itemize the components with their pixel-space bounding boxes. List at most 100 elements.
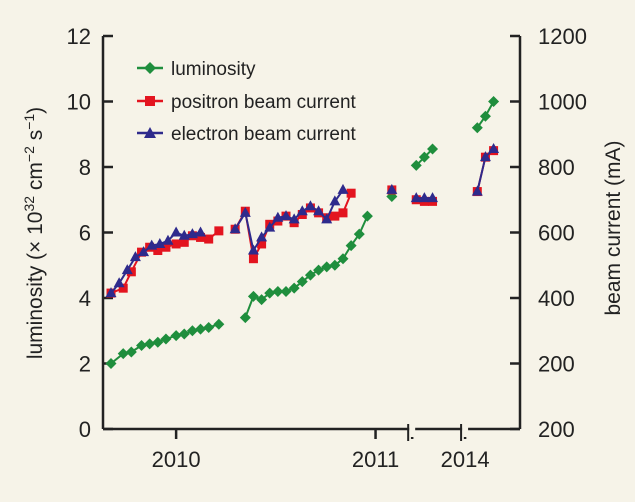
series-layer — [105, 96, 500, 369]
ylabel-left-suffix: ) — [24, 107, 47, 114]
point-electron-beam-current-2-0 — [386, 183, 398, 194]
point-luminosity-1-8 — [304, 269, 316, 281]
point-luminosity-1-7 — [296, 276, 308, 288]
point-electron-beam-current-0-5 — [146, 239, 158, 250]
point-positron-beam-current-0-1 — [118, 283, 128, 293]
right-tick-label-1: 200 — [538, 352, 575, 377]
point-luminosity-4-0 — [471, 122, 483, 134]
point-luminosity-1-0 — [239, 312, 251, 324]
point-electron-beam-current-1-2 — [247, 244, 259, 255]
point-electron-beam-current-1-13 — [337, 183, 349, 194]
right-tick-label-6: 1200 — [538, 24, 587, 49]
point-electron-beam-current-1-9 — [304, 200, 316, 211]
point-electron-beam-current-1-4 — [264, 221, 276, 232]
point-electron-beam-current-0-1 — [113, 277, 125, 288]
point-luminosity-0-9 — [186, 325, 198, 337]
point-positron-beam-current-1-14 — [346, 188, 356, 198]
point-electron-beam-current-1-8 — [296, 205, 308, 216]
point-electron-beam-current-1-10 — [313, 205, 325, 216]
point-electron-beam-current-0-10 — [186, 228, 198, 239]
point-luminosity-1-10 — [321, 261, 333, 273]
point-luminosity-0-3 — [136, 339, 148, 351]
point-luminosity-1-12 — [337, 253, 349, 265]
point-luminosity-1-14 — [353, 228, 365, 240]
point-luminosity-1-3 — [264, 287, 276, 299]
point-electron-beam-current-0-11 — [195, 226, 207, 237]
point-luminosity-3-0 — [410, 159, 422, 171]
point-luminosity-3-2 — [427, 143, 439, 155]
point-positron-beam-current-0-6 — [161, 242, 171, 252]
ylabel-left-prefix: luminosity (× 10 — [24, 212, 47, 360]
point-positron-beam-current-1-12 — [330, 211, 340, 221]
legend-marker-electron — [144, 127, 156, 138]
point-positron-beam-current-0-12 — [214, 226, 224, 236]
point-electron-beam-current-3-2 — [427, 192, 439, 203]
point-electron-beam-current-0-6 — [154, 237, 166, 248]
point-luminosity-1-4 — [272, 285, 284, 297]
point-positron-beam-current-0-11 — [204, 234, 214, 244]
point-electron-beam-current-1-5 — [272, 211, 284, 222]
point-luminosity-1-15 — [361, 210, 373, 222]
ylabel-left-sup3: −1 — [21, 114, 37, 130]
point-electron-beam-current-0-3 — [129, 251, 141, 262]
point-luminosity-0-7 — [170, 330, 182, 342]
legend-marker-positron — [145, 96, 155, 106]
point-luminosity-0-8 — [178, 328, 190, 340]
point-positron-beam-current-0-7 — [171, 239, 181, 249]
legend: luminosity positron beam current electro… — [137, 59, 357, 145]
right-tick-label-3: 600 — [538, 221, 575, 246]
point-luminosity-3-1 — [418, 151, 430, 163]
point-electron-beam-current-0-2 — [121, 264, 133, 275]
point-luminosity-0-1 — [117, 348, 129, 360]
point-electron-beam-current-1-1 — [239, 206, 251, 217]
point-electron-beam-current-0-4 — [138, 246, 150, 257]
point-electron-beam-current-1-11 — [321, 213, 333, 224]
point-electron-beam-current-4-2 — [488, 142, 500, 153]
series-line-luminosity-seg1 — [244, 215, 369, 318]
series-electron-beam-current — [105, 142, 500, 298]
point-electron-beam-current-3-0 — [410, 192, 422, 203]
point-luminosity-0-5 — [152, 336, 164, 348]
point-positron-beam-current-1-3 — [257, 239, 267, 249]
point-luminosity-0-2 — [125, 346, 137, 358]
left-tick-label-0: 0 — [79, 417, 91, 442]
point-electron-beam-current-4-0 — [471, 185, 483, 196]
point-electron-beam-current-1-3 — [256, 231, 268, 242]
legend-marker-luminosity — [144, 62, 156, 74]
point-luminosity-0-0 — [105, 358, 117, 369]
x-year-label-2011: 2011 — [352, 447, 399, 472]
point-electron-beam-current-1-0 — [229, 223, 241, 234]
point-luminosity-4-1 — [479, 110, 491, 122]
point-luminosity-0-11 — [203, 321, 215, 333]
point-luminosity-1-13 — [345, 240, 357, 252]
point-positron-beam-current-0-5 — [153, 246, 163, 256]
legend-label-positron: positron beam current — [171, 92, 357, 113]
right-tick-label-0: 200 — [538, 417, 575, 442]
point-electron-beam-current-4-1 — [479, 151, 491, 162]
point-positron-beam-current-1-2 — [248, 254, 258, 264]
y-axis-left-title: luminosity (× 1032 cm−2 s−1) — [21, 107, 47, 359]
point-positron-beam-current-0-8 — [179, 237, 189, 247]
point-electron-beam-current-0-7 — [162, 234, 174, 245]
point-luminosity-0-10 — [195, 323, 207, 335]
y-axis-right-title: beam current (mA) — [602, 140, 625, 315]
ylabel-left-sup1: 32 — [21, 196, 37, 212]
left-tick-label-10: 10 — [67, 90, 91, 115]
point-luminosity-1-9 — [313, 264, 325, 276]
point-luminosity-0-12 — [213, 318, 225, 330]
point-luminosity-1-1 — [247, 290, 259, 302]
right-tick-label-5: 1000 — [538, 90, 587, 115]
point-luminosity-0-6 — [160, 333, 172, 345]
legend-label-electron: electron beam current — [171, 124, 357, 145]
point-electron-beam-current-1-7 — [288, 213, 300, 224]
point-luminosity-4-2 — [488, 96, 500, 107]
point-positron-beam-current-0-10 — [196, 232, 206, 242]
x-axis-ticks: 2010 2011 2014 — [152, 421, 490, 472]
point-luminosity-1-6 — [288, 282, 300, 294]
left-axis-ticks: 0 2 4 6 8 10 12 — [67, 24, 113, 442]
point-electron-beam-current-3-1 — [418, 192, 430, 203]
ylabel-left-mid1: cm — [24, 162, 47, 196]
